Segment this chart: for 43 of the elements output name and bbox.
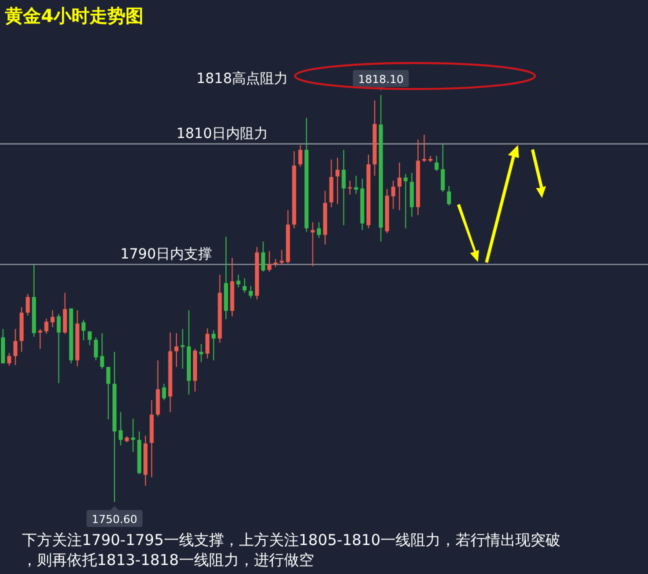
candlestick [267,250,272,272]
candlestick [180,328,185,370]
annotation: 1818.10 [358,73,404,86]
candlestick [162,383,166,401]
candlestick [94,336,98,361]
candlestick [261,241,266,272]
candlestick [440,144,445,193]
candlestick [88,330,92,346]
text: 下方关注1790-1795一线支撑，上方关注1805-1810一线阻力，若行情出现突破，则再依托1813-1818一线阻力，进行做空 [22,531,561,569]
candlestick [316,222,321,238]
candlestick [236,274,240,288]
ref-line-label: 1810日内阻力 [176,126,268,142]
candlestick [199,344,204,363]
candlestick [26,293,30,316]
candlestick [13,328,18,366]
candlestick [336,157,340,205]
annotation: 1750.60 [92,513,138,526]
candlestick [248,286,253,299]
candlestick [404,173,408,229]
candlestick [44,318,48,334]
candlestick [342,149,346,226]
candlestick [131,418,136,452]
candlestick [212,330,216,361]
candlestick [391,180,396,210]
ref-line-label: 1790日内支撑 [120,246,212,262]
candlestick [174,332,178,368]
chart-title: 黄金4小时走势图 [4,6,144,27]
candlestick [100,332,104,370]
candlestick [205,328,210,359]
candlestick [82,319,86,341]
candlestick [106,366,110,420]
candlestick [434,155,439,172]
candlestick [298,144,302,168]
candlestick [7,352,12,366]
candlestick [242,278,247,294]
candlestick [447,186,451,206]
candlestick [118,412,123,446]
candlestick [310,222,315,267]
candlestick [62,292,67,334]
candlestick [56,313,61,384]
text: 1818高点阻力 [196,71,288,87]
candlestick [50,310,55,328]
candlestick [397,162,402,211]
